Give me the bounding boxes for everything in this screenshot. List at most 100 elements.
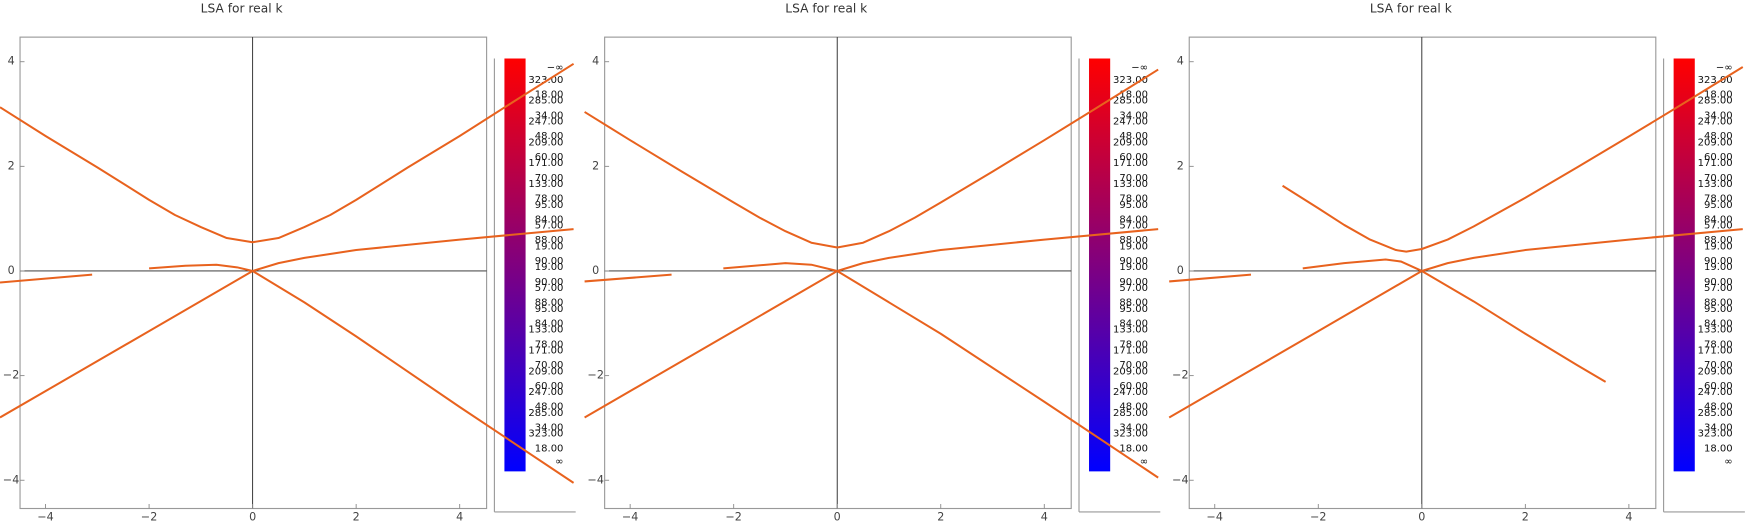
- colorbar-label: 171.00: [528, 345, 563, 356]
- colorbar-label: 88.00: [1704, 298, 1733, 309]
- colorbar-label: 209.00: [1698, 137, 1733, 148]
- colorbar-label: 285.00: [528, 408, 563, 419]
- curve: [723, 262, 1159, 479]
- colorbar-label: 34.00: [1119, 110, 1148, 121]
- colorbar-label: 209.00: [1698, 366, 1733, 377]
- colorbar-label: 133.00: [1698, 179, 1733, 190]
- colorbar-label: 57.00: [535, 283, 564, 294]
- colorbar-label: 90.00: [1119, 256, 1148, 267]
- colorbar-label: 285.00: [1698, 96, 1733, 107]
- y-tick-label: 2: [8, 159, 15, 172]
- colorbar: [1089, 58, 1111, 472]
- y-tick-label: −2: [3, 369, 19, 382]
- x-tick-label: 2: [937, 510, 944, 522]
- colorbar-label: 95.00: [535, 200, 564, 211]
- colorbar-label: 48.00: [1704, 402, 1733, 413]
- colorbar-label: 60.00: [1119, 152, 1148, 163]
- x-tick-label: 4: [456, 510, 463, 522]
- colorbar-label: 133.00: [1698, 325, 1733, 336]
- colorbar-label: 84.00: [535, 214, 564, 225]
- colorbar-label: 84.00: [1704, 318, 1733, 329]
- y-tick-label: 4: [592, 55, 599, 68]
- x-tick-label: 4: [1625, 510, 1632, 522]
- colorbar-label: 90.00: [1119, 277, 1148, 288]
- chart-title: LSA for real k: [201, 1, 284, 15]
- colorbar-label: 18.00: [535, 443, 564, 454]
- colorbar-label: 171.00: [1113, 345, 1148, 356]
- panel: LSA for real k −4 −2 0 2 4 −4 −2 0 2 4 −∞ 323.00 18.0…: [584, 1, 1161, 522]
- colorbar-label: 19.00: [1704, 262, 1733, 273]
- panel: LSA for real k −4 −2 0 2 4 −4 −2 0 2 4 −∞ 323.00 18.0…: [1168, 1, 1745, 522]
- curve: [1169, 273, 1252, 283]
- colorbar-label: ∞: [1724, 456, 1732, 467]
- x-tick-label: 0: [1418, 510, 1425, 522]
- colorbar-label: 323.00: [1698, 75, 1733, 86]
- colorbar-label: 323.00: [1698, 429, 1733, 440]
- colorbar-label: 34.00: [535, 110, 564, 121]
- x-tick-label: −4: [622, 510, 638, 522]
- colorbar-label: 133.00: [528, 325, 563, 336]
- x-tick-label: −2: [1310, 510, 1326, 522]
- colorbar: [1673, 58, 1695, 472]
- colorbar-label: 88.00: [1119, 298, 1148, 309]
- y-tick-label: −4: [3, 473, 19, 486]
- colorbar-label: −∞: [1131, 62, 1148, 73]
- colorbar-label: 209.00: [528, 366, 563, 377]
- colorbar-label: 95.00: [1704, 304, 1733, 315]
- y-tick-label: 0: [8, 264, 15, 277]
- colorbar-label: 60.00: [1119, 381, 1148, 392]
- colorbar-label: 19.00: [1119, 241, 1148, 252]
- colorbar-label: 88.00: [535, 298, 564, 309]
- colorbar-label: 133.00: [1113, 325, 1148, 336]
- colorbar-label: 95.00: [535, 304, 564, 315]
- plot-frame: [604, 36, 1072, 510]
- colorbar-label: 48.00: [1119, 131, 1148, 142]
- x-tick-label: −2: [141, 510, 157, 522]
- colorbar-label: 70.00: [535, 173, 564, 184]
- curve: [1302, 258, 1607, 383]
- colorbar-label: 70.00: [535, 360, 564, 371]
- colorbar-label: 84.00: [535, 318, 564, 329]
- curve: [0, 273, 93, 284]
- colorbar-label: 247.00: [1698, 387, 1733, 398]
- curve: [584, 273, 672, 283]
- colorbar-label: 78.00: [1704, 339, 1733, 350]
- colorbar-label: 18.00: [1704, 89, 1733, 100]
- colorbar-label: 19.00: [1119, 262, 1148, 273]
- colorbar-label: 18.00: [1119, 443, 1148, 454]
- colorbar-label: 171.00: [1113, 158, 1148, 169]
- colorbar-label: 19.00: [535, 241, 564, 252]
- colorbar-label: 95.00: [1119, 200, 1148, 211]
- y-tick-label: 0: [592, 264, 599, 277]
- colorbar-label: 34.00: [535, 422, 564, 433]
- x-tick-label: 0: [249, 510, 256, 522]
- colorbar-label: 133.00: [528, 179, 563, 190]
- colorbar-label: ∞: [1140, 456, 1148, 467]
- colorbar-label: 60.00: [535, 381, 564, 392]
- colorbar-label: 34.00: [1119, 422, 1148, 433]
- y-tick-label: 2: [592, 159, 599, 172]
- colorbar-label: 57.00: [1704, 283, 1733, 294]
- colorbar-label: 57.00: [1119, 221, 1148, 232]
- colorbar-label: 70.00: [1119, 360, 1148, 371]
- colorbar-label: 90.00: [1704, 277, 1733, 288]
- y-tick-label: 2: [1177, 159, 1184, 172]
- plot-frame: [1188, 36, 1657, 510]
- colorbar-label: 70.00: [1704, 360, 1733, 371]
- chart-title: LSA for real k: [785, 1, 868, 15]
- x-tick-label: −4: [1207, 510, 1223, 522]
- x-tick-label: 2: [1522, 510, 1529, 522]
- colorbar-label: 88.00: [535, 235, 564, 246]
- colorbar-label: 84.00: [1704, 214, 1733, 225]
- curve: [0, 62, 575, 244]
- colorbar-label: 209.00: [528, 137, 563, 148]
- colorbar-label: 18.00: [535, 89, 564, 100]
- colorbar-label: 78.00: [535, 339, 564, 350]
- colorbar-label: 323.00: [528, 429, 563, 440]
- colorbar-label: 247.00: [1698, 116, 1733, 127]
- colorbar-label: 133.00: [1113, 179, 1148, 190]
- colorbar-label: 285.00: [528, 96, 563, 107]
- y-tick-label: −2: [588, 369, 604, 382]
